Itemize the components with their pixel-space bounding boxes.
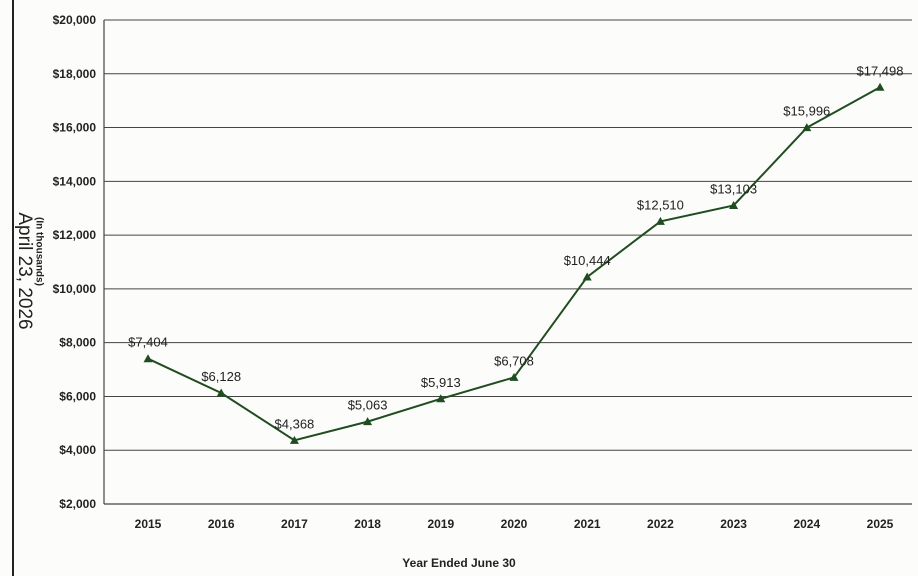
x-tick-label: 2024 [793, 517, 820, 531]
x-tick-label: 2022 [647, 517, 674, 531]
data-point [802, 123, 812, 132]
x-tick-label: 2025 [867, 517, 894, 531]
x-tick-label: 2016 [208, 517, 235, 531]
data-label: $13,103 [710, 181, 757, 196]
data-point [143, 354, 153, 363]
y-tick-label: $8,000 [59, 336, 96, 350]
data-label: $17,498 [857, 63, 904, 78]
data-label: $6,708 [494, 353, 534, 368]
x-tick-label: 2019 [427, 517, 454, 531]
data-label: $6,128 [201, 369, 241, 384]
data-label: $15,996 [783, 104, 830, 119]
y-tick-label: $4,000 [59, 443, 96, 457]
x-axis-label: Year Ended June 30 [402, 556, 516, 570]
data-label: $7,404 [128, 335, 168, 350]
y-tick-label: $20,000 [53, 13, 97, 27]
y-tick-label: $14,000 [53, 174, 97, 188]
x-tick-label: 2015 [135, 517, 162, 531]
y-tick-label: $6,000 [59, 389, 96, 403]
y-tick-label: $2,000 [59, 497, 96, 511]
series-line [147, 86, 881, 442]
data-point [582, 272, 592, 281]
x-tick-label: 2020 [501, 517, 528, 531]
data-point [216, 388, 226, 397]
data-label: $10,444 [564, 253, 611, 268]
data-label: $12,510 [637, 197, 684, 212]
y-tick-label: $12,000 [53, 228, 97, 242]
x-tick-label: 2018 [354, 517, 381, 531]
y-tick-label: $10,000 [53, 282, 97, 296]
data-point [363, 417, 373, 426]
data-point [509, 372, 519, 381]
y-tick-label: $16,000 [53, 121, 97, 135]
x-tick-label: 2023 [720, 517, 747, 531]
x-tick-label: 2017 [281, 517, 308, 531]
data-label: $5,063 [348, 398, 388, 413]
data-point [289, 435, 299, 444]
data-point [436, 394, 446, 403]
data-point [655, 216, 665, 225]
data-point [729, 200, 739, 209]
data-label: $5,913 [421, 375, 461, 390]
y-tick-label: $18,000 [53, 67, 97, 81]
left-margin-rule [12, 0, 14, 576]
data-point [875, 82, 885, 91]
data-label: $4,368 [275, 416, 315, 431]
x-tick-label: 2021 [574, 517, 601, 531]
